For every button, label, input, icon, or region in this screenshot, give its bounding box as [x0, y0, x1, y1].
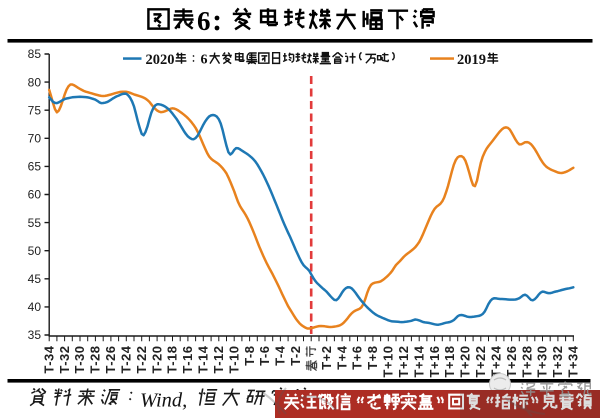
svg-text:T-16: T-16 [180, 346, 195, 374]
svg-text:T-10: T-10 [226, 346, 241, 374]
svg-text:80: 80 [28, 75, 42, 89]
svg-text:40: 40 [28, 300, 42, 314]
svg-text:T+14: T+14 [411, 345, 426, 377]
svg-text:75: 75 [28, 103, 42, 117]
svg-text:45: 45 [28, 272, 42, 286]
svg-text:6: 6 [197, 6, 211, 36]
svg-text:70: 70 [28, 132, 42, 146]
svg-text:T+28: T+28 [519, 346, 534, 378]
svg-text:T+16: T+16 [427, 346, 442, 378]
svg-text:T-24: T-24 [119, 345, 134, 373]
svg-text:T+4: T+4 [334, 345, 349, 370]
svg-text:T+32: T+32 [550, 346, 565, 378]
svg-text:35: 35 [28, 328, 42, 342]
svg-text:60: 60 [28, 188, 42, 202]
svg-text:T-2: T-2 [288, 346, 303, 366]
svg-text:65: 65 [28, 160, 42, 174]
svg-text:T+6: T+6 [350, 346, 365, 370]
svg-text:T+10: T+10 [381, 346, 396, 378]
svg-text:T+34: T+34 [566, 345, 581, 377]
svg-text:T-20: T-20 [149, 346, 164, 374]
svg-text:T+22: T+22 [473, 346, 488, 378]
svg-text:T-4: T-4 [273, 345, 288, 366]
svg-text:T-32: T-32 [57, 346, 72, 374]
svg-text:2019: 2019 [457, 52, 486, 68]
svg-text:Wind,: Wind, [140, 390, 187, 412]
svg-text:T-12: T-12 [211, 346, 226, 374]
svg-text:T+2: T+2 [319, 346, 334, 370]
svg-text:55: 55 [28, 216, 42, 230]
svg-text:T-34: T-34 [41, 345, 56, 373]
svg-text:T-30: T-30 [72, 346, 87, 374]
svg-text:T-18: T-18 [165, 346, 180, 374]
svg-text:T+18: T+18 [442, 346, 457, 378]
svg-text:T+30: T+30 [535, 346, 550, 378]
svg-text:T+20: T+20 [458, 346, 473, 378]
svg-text:T+26: T+26 [504, 346, 519, 378]
svg-text:50: 50 [28, 244, 42, 258]
svg-text:85: 85 [28, 47, 42, 61]
svg-text:T-22: T-22 [134, 346, 149, 374]
svg-text:T-26: T-26 [103, 346, 118, 374]
svg-text:2020: 2020 [146, 52, 175, 68]
svg-text:T-6: T-6 [257, 346, 272, 366]
svg-text:T+12: T+12 [396, 346, 411, 378]
svg-text:T-28: T-28 [88, 346, 103, 374]
svg-text:T-8: T-8 [242, 346, 257, 366]
svg-text:T+8: T+8 [365, 346, 380, 370]
svg-text:6: 6 [201, 53, 208, 68]
svg-text:T-14: T-14 [196, 345, 211, 373]
svg-text:T+24: T+24 [488, 345, 503, 377]
